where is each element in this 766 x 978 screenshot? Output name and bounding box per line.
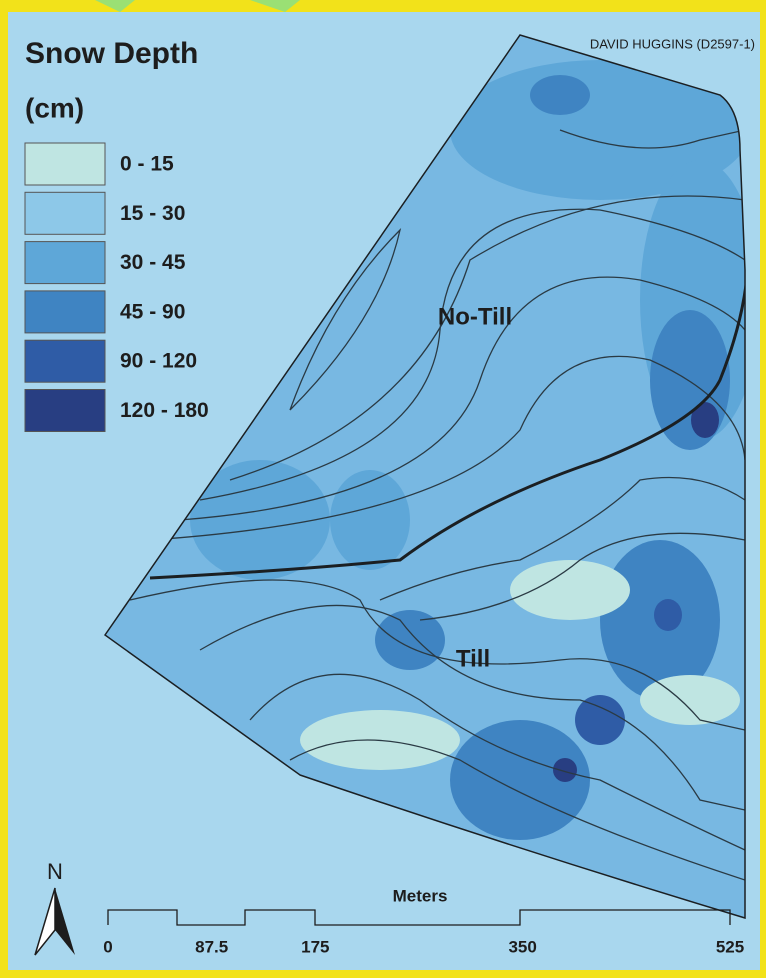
legend-label: 90 - 120 <box>120 350 197 373</box>
legend-label: 0 - 15 <box>120 153 174 176</box>
scale-tick-label: 175 <box>301 937 329 956</box>
legend-label: 120 - 180 <box>120 399 209 422</box>
map-title: Snow Depth <box>25 37 198 70</box>
north-label: N <box>47 859 63 884</box>
legend-label: 45 - 90 <box>120 300 185 323</box>
scale-tick-label: 525 <box>716 937 744 956</box>
scale-tick-label: 0 <box>103 937 112 956</box>
legend-label: 15 - 30 <box>120 202 185 225</box>
credit: DAVID HUGGINS (D2597-1) <box>590 36 755 51</box>
map-figure: Snow Depth (cm) DAVID HUGGINS (D2597-1) … <box>0 0 766 978</box>
scale-unit: Meters <box>393 886 448 905</box>
region-label: No-Till <box>438 303 512 330</box>
legend-label: 30 - 45 <box>120 251 186 274</box>
legend-swatch <box>25 242 105 284</box>
legend-swatch <box>25 143 105 185</box>
scale-tick-label: 87.5 <box>195 937 228 956</box>
region-label: Till <box>456 645 490 672</box>
legend-swatch <box>25 291 105 333</box>
scale-tick-label: 350 <box>508 937 536 956</box>
legend-swatch <box>25 340 105 382</box>
unit-label: (cm) <box>25 92 84 123</box>
legend-swatch <box>25 192 105 234</box>
legend-swatch <box>25 390 105 432</box>
